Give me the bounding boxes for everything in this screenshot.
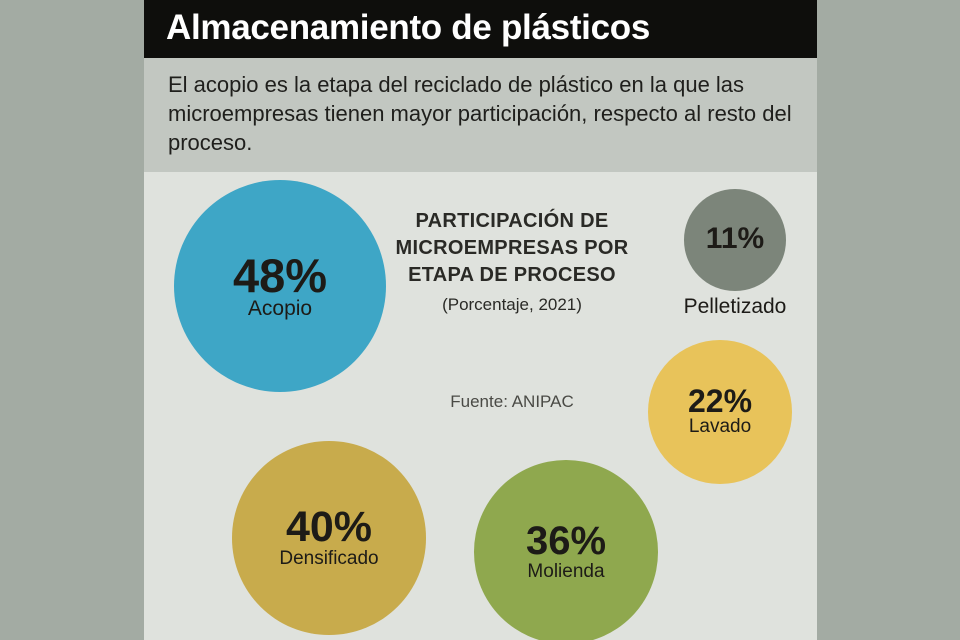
bubble-value-label: 40%	[285, 503, 373, 552]
infographic-card: Almacenamiento de plásticos El acopio es…	[144, 0, 817, 640]
bubble-category-label: Pelletizado	[683, 294, 787, 318]
bubble-acopio: 48% Acopio	[174, 180, 386, 392]
intro-text: El acopio es la etapa del reciclado de p…	[168, 72, 792, 155]
bubble-value-label: 11%	[705, 221, 765, 255]
header-bar: Almacenamiento de plásticos	[144, 0, 817, 58]
bubble-category-label: Acopio	[247, 297, 313, 321]
bubble-lavado: 22% Lavado	[648, 340, 792, 484]
bubble-category-label: Lavado	[688, 416, 752, 438]
page-title: Almacenamiento de plásticos	[166, 8, 651, 47]
bubble-densificado: 40% Densificado	[232, 441, 426, 635]
bubble-pelletizado: 11%	[684, 189, 786, 291]
bubble-value-label: 36%	[525, 518, 607, 563]
bubble-value-label: 48%	[232, 248, 328, 302]
chart-subtitle: (Porcentaje, 2021)	[442, 295, 582, 314]
chart-title: PARTICIPACIÓN DE MICROEMPRESAS POR ETAPA…	[395, 210, 629, 286]
bubble-value-label: 22%	[687, 382, 753, 419]
intro-panel: El acopio es la etapa del reciclado de p…	[144, 58, 817, 172]
bubble-molienda: 36% Molienda	[474, 460, 658, 640]
chart-source: Fuente: ANIPAC	[450, 392, 574, 411]
bubble-category-label: Densificado	[279, 548, 379, 570]
bubble-category-label: Molienda	[527, 560, 605, 582]
chart-title-block: PARTICIPACIÓN DE MICROEMPRESAS POR ETAPA…	[374, 208, 650, 319]
